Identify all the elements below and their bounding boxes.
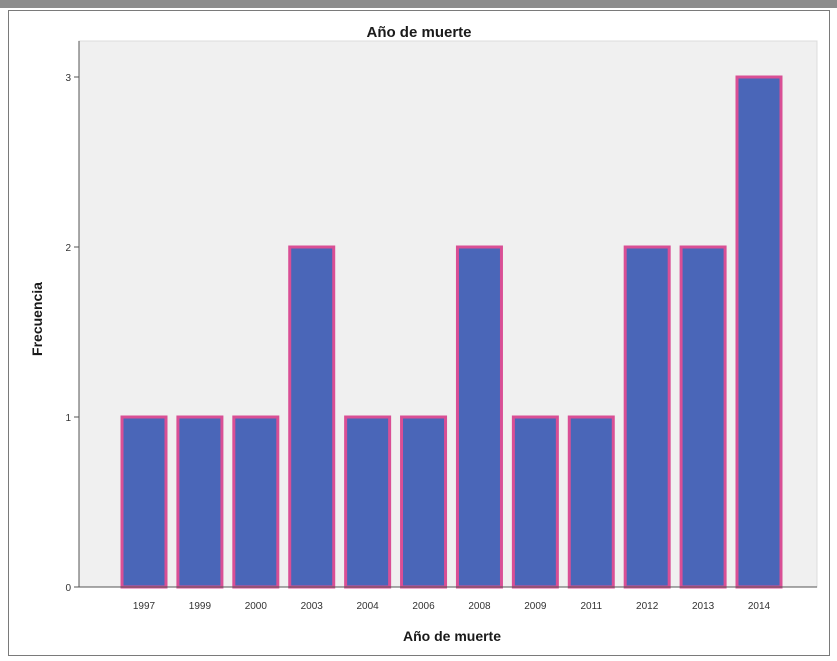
axes-group <box>78 41 817 588</box>
x-tick-label: 2000 <box>245 601 268 612</box>
bar-2008 <box>455 245 503 589</box>
bar-2012 <box>623 245 671 589</box>
y-ticks-group: 0 1 2 3 <box>65 73 79 594</box>
x-tick-label: 2012 <box>636 601 659 612</box>
x-axis-label: Año de muerte <box>403 628 501 644</box>
bar-chart: Año de muerte Frecuencia Año de muerte 0… <box>29 24 818 644</box>
bar-2003 <box>288 245 336 589</box>
chart-container: Año de muerte Frecuencia Año de muerte 0… <box>8 10 830 656</box>
bar-2014 <box>735 75 783 589</box>
window-top-bar <box>0 0 837 8</box>
bar-1997 <box>120 415 168 589</box>
bar-2000 <box>232 415 280 589</box>
bar-2004 <box>344 415 392 589</box>
x-tick-label: 2008 <box>468 601 491 612</box>
bar-1999 <box>176 415 224 589</box>
chart-title: Año de muerte <box>366 24 471 41</box>
y-axis-label: Frecuencia <box>29 282 45 356</box>
x-ticks-group: 1997 1999 2000 2003 2004 2006 2008 2009 2011 2012… <box>133 601 771 612</box>
x-tick-label: 2006 <box>412 601 435 612</box>
y-tick-label: 1 <box>65 413 71 424</box>
bar-2009 <box>511 415 559 589</box>
x-tick-label: 2003 <box>301 601 324 612</box>
x-tick-label: 2013 <box>692 601 715 612</box>
x-tick-label: 1999 <box>189 601 212 612</box>
bar-2006 <box>400 415 448 589</box>
x-tick-label: 2011 <box>581 601 603 612</box>
x-tick-label: 2004 <box>357 601 380 612</box>
bar-2013 <box>679 245 727 589</box>
x-tick-label: 2009 <box>524 601 547 612</box>
y-tick-label: 0 <box>65 583 71 594</box>
x-tick-label: 1997 <box>133 601 156 612</box>
y-tick-label: 2 <box>65 243 71 254</box>
bar-2011 <box>567 415 615 589</box>
x-tick-label: 2014 <box>748 601 771 612</box>
y-tick-label: 3 <box>65 73 71 84</box>
bars-group <box>120 75 783 589</box>
